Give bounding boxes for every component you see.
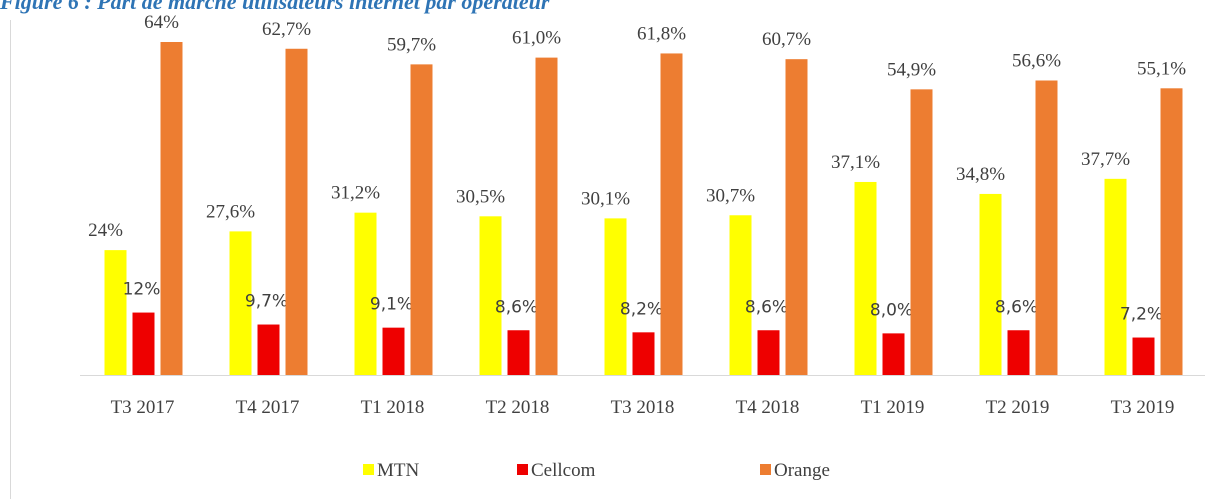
data-label: 27,6% bbox=[206, 201, 255, 222]
data-label: 31,2% bbox=[331, 183, 380, 204]
x-tick-label: T4 2017 bbox=[236, 397, 300, 418]
legend-label: MTN bbox=[377, 460, 420, 481]
data-label: 59,7% bbox=[387, 34, 436, 55]
data-label: 30,1% bbox=[581, 188, 630, 209]
bar bbox=[1132, 337, 1155, 375]
data-label: 12% bbox=[123, 280, 161, 300]
bar bbox=[229, 231, 252, 375]
data-label: 9,7% bbox=[245, 292, 288, 312]
data-label: 8,6% bbox=[745, 297, 788, 317]
data-label: 9,1% bbox=[370, 295, 413, 315]
bar bbox=[479, 216, 502, 375]
legend-swatch bbox=[760, 464, 771, 475]
data-label: 56,6% bbox=[1012, 51, 1061, 72]
bar bbox=[410, 64, 433, 375]
data-label: 54,9% bbox=[887, 59, 936, 80]
data-label: 8,0% bbox=[870, 300, 913, 320]
data-label: 8,2% bbox=[620, 299, 663, 319]
bar bbox=[785, 59, 808, 375]
data-label: 24% bbox=[88, 220, 123, 241]
bar bbox=[854, 181, 877, 375]
bar bbox=[160, 42, 183, 375]
bar bbox=[632, 332, 655, 375]
data-label: 62,7% bbox=[262, 19, 311, 40]
data-label: 61,8% bbox=[637, 23, 686, 44]
data-label: 7,2% bbox=[1120, 305, 1163, 325]
legend-swatch bbox=[363, 464, 374, 475]
bar bbox=[382, 327, 405, 375]
bar bbox=[132, 312, 155, 375]
bar bbox=[1160, 88, 1183, 376]
data-label: 37,1% bbox=[831, 152, 880, 173]
data-label: 8,6% bbox=[495, 297, 538, 317]
data-label: 8,6% bbox=[995, 297, 1038, 317]
bar bbox=[604, 218, 627, 375]
x-tick-label: T4 2018 bbox=[736, 397, 800, 418]
data-label: 30,7% bbox=[706, 185, 755, 206]
data-label: 61,0% bbox=[512, 28, 561, 49]
legend-swatch bbox=[517, 464, 528, 475]
bar bbox=[660, 53, 683, 376]
data-label: 55,1% bbox=[1137, 58, 1186, 79]
bar bbox=[1104, 178, 1127, 375]
data-label: 64% bbox=[144, 12, 179, 33]
bar bbox=[507, 330, 530, 375]
x-tick-label: T2 2018 bbox=[486, 397, 550, 418]
bar bbox=[882, 333, 905, 375]
bar bbox=[535, 57, 558, 375]
bar bbox=[354, 212, 377, 375]
x-tick-label: T1 2018 bbox=[361, 397, 425, 418]
x-tick-label: T3 2019 bbox=[1111, 397, 1175, 418]
bar bbox=[1007, 330, 1030, 375]
data-label: 60,7% bbox=[762, 29, 811, 50]
bar bbox=[285, 48, 308, 375]
bar bbox=[729, 215, 752, 375]
data-label: 30,5% bbox=[456, 186, 505, 207]
bar bbox=[1035, 80, 1058, 376]
bar bbox=[257, 324, 280, 375]
data-label: 34,8% bbox=[956, 164, 1005, 185]
bar bbox=[910, 89, 933, 375]
chart-title: Figure 6 : Part de marché utilisateurs i… bbox=[0, 0, 550, 14]
x-tick-label: T3 2018 bbox=[611, 397, 675, 418]
x-tick-label: T3 2017 bbox=[111, 397, 175, 418]
legend-label: Cellcom bbox=[531, 460, 596, 481]
legend-label: Orange bbox=[774, 460, 830, 481]
x-tick-label: T1 2019 bbox=[861, 397, 925, 418]
x-tick-label: T2 2019 bbox=[986, 397, 1050, 418]
bar bbox=[757, 330, 780, 375]
data-label: 37,7% bbox=[1081, 149, 1130, 170]
bar bbox=[979, 193, 1002, 375]
bar bbox=[104, 250, 127, 375]
